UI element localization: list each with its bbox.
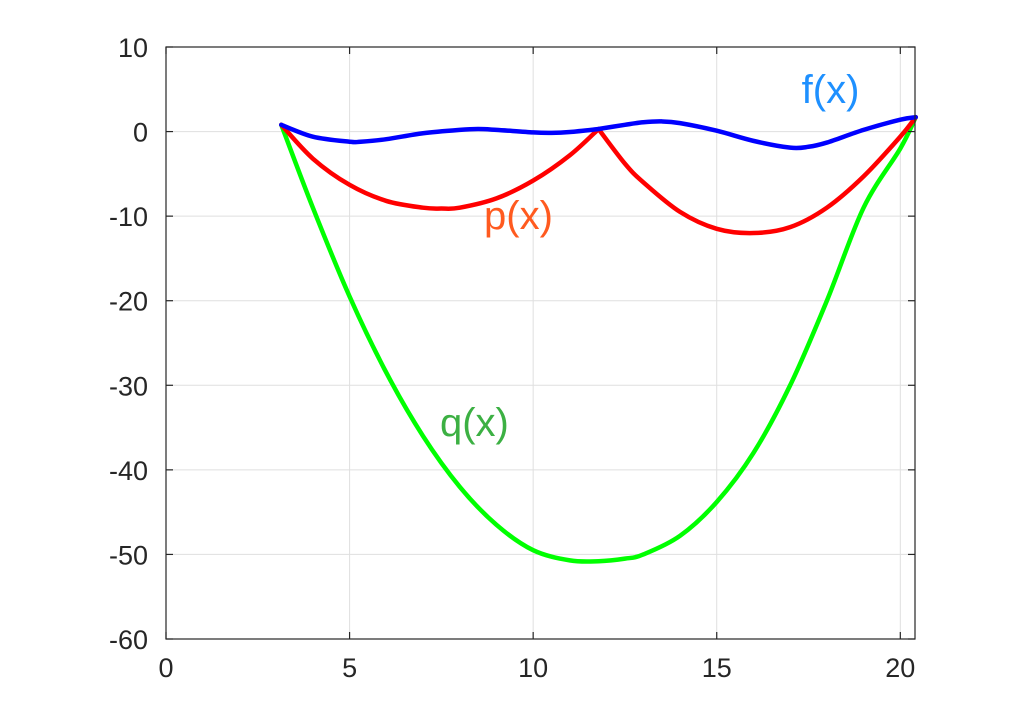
axis-ticks: 0 5 10 15 20 10 0 -10 -20 -30 -40 -50 -60	[109, 33, 915, 683]
series-line-px	[279, 114, 918, 236]
y-tick-label: -20	[109, 287, 148, 317]
x-tick-label: 10	[518, 653, 548, 683]
grid	[166, 47, 915, 639]
series-labels: f(x) p(x) q(x)	[440, 68, 859, 445]
series-line-qx	[279, 114, 918, 564]
y-tick-label: -50	[109, 540, 148, 570]
plot-area-frame	[165, 46, 916, 640]
y-tick-label: 10	[118, 33, 148, 63]
series-line-fx	[279, 114, 918, 151]
x-tick-label: 15	[702, 653, 732, 683]
y-tick-label: -10	[109, 202, 148, 232]
series-lines	[279, 114, 918, 564]
y-tick-label: -60	[109, 625, 148, 655]
series-label-px: p(x)	[484, 194, 553, 238]
x-tick-label: 20	[885, 653, 915, 683]
series-label-fx: f(x)	[802, 68, 860, 112]
series-label-qx: q(x)	[440, 401, 509, 445]
y-tick-label: -40	[109, 456, 148, 486]
y-tick-label: -30	[109, 371, 148, 401]
y-tick-label: 0	[133, 118, 148, 148]
x-tick-label: 0	[158, 653, 173, 683]
x-tick-label: 5	[342, 653, 357, 683]
